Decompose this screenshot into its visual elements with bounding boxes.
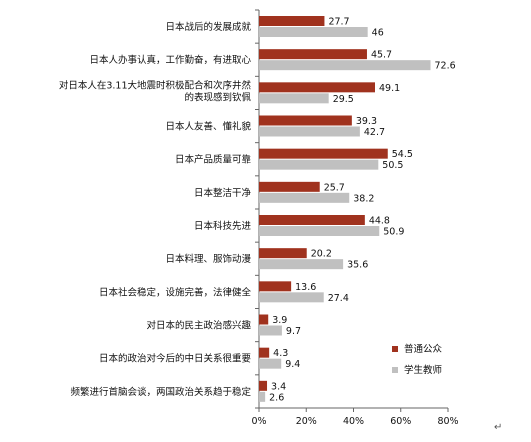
data-label: 45.7 [371, 50, 392, 61]
data-label: 72.6 [435, 61, 456, 72]
legend-swatch [392, 346, 398, 352]
category-label: 日本整洁干净 [194, 187, 252, 199]
x-tick-label: 60% [390, 416, 411, 427]
category-label: 日本的政治对今后的中日关系很重要 [99, 353, 251, 365]
category-label: 对日本人在3.11大地震时积极配合和次序井然 [59, 79, 252, 91]
data-label: 50.9 [383, 227, 404, 238]
data-label: 13.6 [295, 282, 316, 293]
data-label: 27.4 [328, 293, 349, 304]
category-label: 日本社会稳定，设施完善，法律健全 [99, 286, 252, 298]
category-label: 日本科技先进 [194, 220, 252, 232]
data-label: 38.2 [353, 193, 374, 204]
bar-students-teachers [259, 192, 350, 203]
category-label: 频繁进行首脑会谈，两国政治关系趋于稳定 [70, 386, 251, 398]
category-label: 日本人友善、懂礼貌 [165, 121, 251, 133]
category-label: 的表现感到钦佩 [184, 91, 251, 103]
data-label: 20.2 [311, 249, 332, 260]
x-tick-label: 80% [437, 416, 458, 427]
legend-entry: 普通公众 [404, 343, 443, 355]
data-label: 3.4 [271, 381, 286, 392]
category-label: 日本料理、服饰动漫 [165, 253, 251, 265]
bar-public [259, 181, 320, 192]
data-label: 54.5 [392, 149, 413, 160]
data-label: 39.3 [356, 116, 377, 127]
data-label: 35.6 [347, 260, 368, 271]
bar-students-teachers [259, 60, 431, 71]
bar-students-teachers [259, 226, 380, 236]
data-label: 29.5 [333, 94, 354, 105]
data-label: 46 [372, 28, 384, 39]
data-label: 42.7 [364, 127, 385, 138]
bar-students-teachers [259, 126, 360, 137]
data-label: 4.3 [273, 348, 288, 359]
bar-public [259, 115, 352, 126]
bar-public [259, 347, 270, 358]
bar-students-teachers [259, 93, 329, 104]
bar-students-teachers [259, 358, 282, 369]
bar-students-teachers [259, 391, 266, 402]
legend-swatch [392, 367, 398, 373]
x-tick-label: 40% [343, 416, 364, 427]
bar-students-teachers [259, 27, 368, 37]
data-label: 49.1 [379, 83, 400, 94]
bar-students-teachers [259, 159, 379, 170]
legend-entry: 学生教师 [404, 364, 442, 376]
bar-public [259, 215, 365, 225]
data-label: 2.6 [269, 392, 284, 403]
bar-public [259, 49, 367, 60]
bar-students-teachers [259, 292, 324, 303]
data-label: 9.7 [286, 326, 301, 337]
bar-public [259, 148, 388, 159]
data-label: 44.8 [369, 216, 390, 227]
data-label: 27.7 [328, 17, 349, 28]
bar-public [259, 314, 269, 325]
data-label: 25.7 [324, 182, 345, 193]
paragraph-mark: ↵ [494, 422, 503, 433]
category-label: 日本产品质量可靠 [175, 154, 252, 166]
data-label: 3.9 [272, 315, 287, 326]
x-tick-label: 0% [251, 416, 266, 427]
bar-students-teachers [259, 325, 282, 336]
category-label: 对日本的民主政治感兴趣 [146, 320, 251, 332]
data-label: 50.5 [382, 160, 403, 171]
bar-public [259, 248, 307, 259]
bar-students-teachers [259, 259, 344, 270]
category-label: 日本战后的发展成就 [165, 21, 251, 33]
x-tick-label: 20% [296, 416, 317, 427]
bar-public [259, 281, 292, 292]
data-label: 9.4 [285, 359, 300, 370]
category-label: 日本人办事认真，工作勤奋，有进取心 [89, 54, 251, 66]
bar-public [259, 82, 375, 93]
bar-public [259, 380, 268, 391]
bar-public [259, 16, 325, 26]
